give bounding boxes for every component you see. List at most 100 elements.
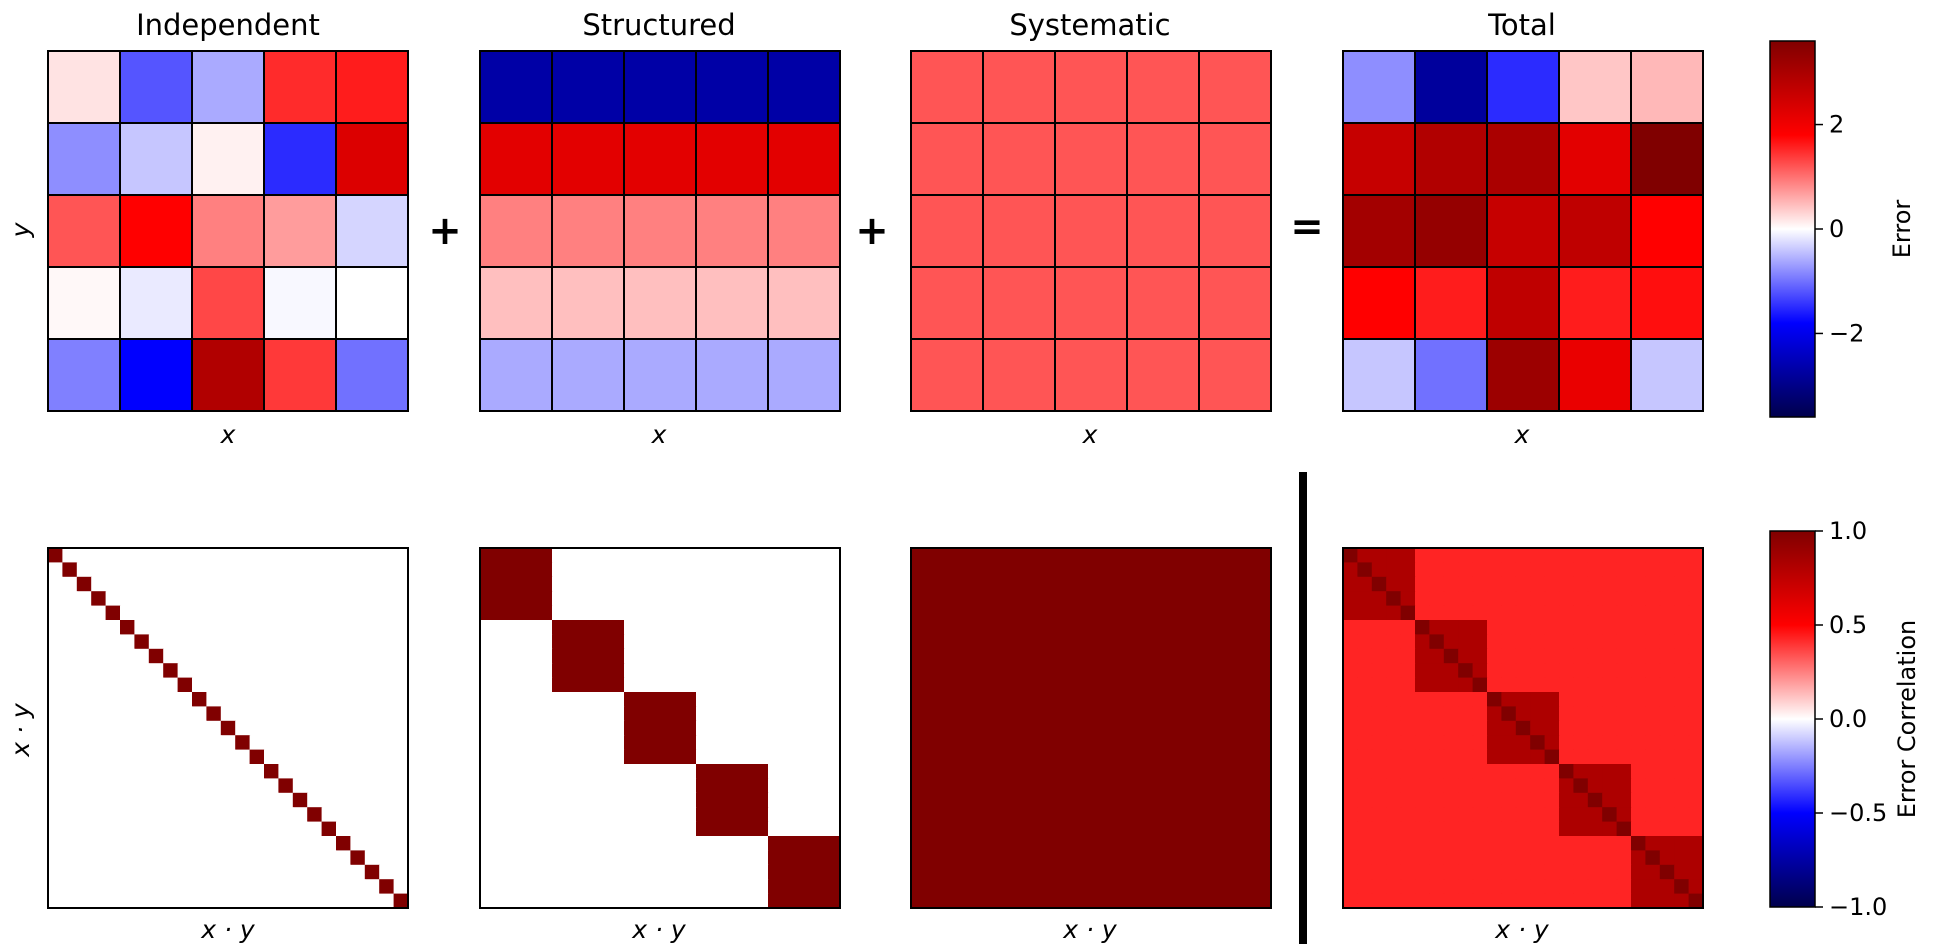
correlation-cell [91,879,107,895]
correlation-cell [566,821,582,837]
correlation-cell [1674,778,1690,794]
correlation-cell [537,778,553,794]
correlation-cell [1429,850,1445,866]
xlabel-independent-corr: x · y [200,915,256,944]
correlation-cell [997,576,1013,592]
correlation-cell [120,821,135,837]
correlation-cell [624,778,639,794]
correlation-cell [739,778,755,794]
correlation-cell [1343,620,1358,635]
correlation-cell [768,836,783,851]
correlation-cell [925,663,941,679]
correlation-cell [1530,576,1546,592]
correlation-cell [624,562,639,578]
correlation-cell [220,850,236,866]
correlation-cell [192,864,207,880]
correlation-cell [1098,893,1114,909]
correlation-cell [968,620,984,635]
correlation-cell [192,749,207,765]
correlation-cell [1616,749,1632,765]
correlation-cell [1674,720,1690,736]
correlation-cell [1587,620,1603,635]
correlation-cell [566,879,582,895]
correlation-cell [1587,778,1603,794]
correlation-cell [696,749,711,765]
correlation-cell [638,879,654,895]
correlation-cell [1026,792,1042,808]
equals-operator: = [1290,204,1324,250]
correlation-cell [1472,893,1488,909]
correlation-cell [321,778,337,794]
correlation-cell [609,648,625,664]
correlation-cell [1026,548,1042,563]
correlation-cell [696,548,711,563]
correlation-cell [911,764,926,779]
correlation-cell [954,634,970,650]
correlation-cell [1098,576,1114,592]
correlation-cell [1371,821,1387,837]
correlation-cell [811,879,827,895]
correlation-cell [552,692,567,707]
correlation-cell [911,605,926,621]
correlation-cell [796,850,812,866]
correlation-cell [796,605,812,621]
correlation-cell [1386,692,1402,707]
correlation-cell [1083,821,1099,837]
correlation-cell [552,778,567,794]
correlation-cell [235,591,251,607]
correlation-cell [292,720,308,736]
correlation-cell [652,620,668,635]
correlation-cell [1227,677,1243,693]
correlation-cell [1371,836,1387,851]
correlation-cell [120,692,135,707]
correlation-cell [192,605,207,621]
correlation-cell [796,764,812,779]
heatmap-cell [1486,50,1560,124]
heatmap-cell [263,338,337,412]
correlation-cell [638,720,654,736]
heatmap-cell [1126,266,1200,340]
correlation-cell [1199,836,1214,851]
correlation-cell [580,879,596,895]
correlation-cell [911,864,926,880]
correlation-cell [264,720,279,736]
correlation-cell [1501,778,1517,794]
correlation-cell [925,792,941,808]
correlation-cell [1587,720,1603,736]
correlation-cell [350,591,366,607]
correlation-cell [1040,620,1056,635]
correlation-cell [76,864,92,880]
correlation-cell [350,663,366,679]
correlation-cell [278,634,294,650]
correlation-cell [1645,836,1661,851]
correlation-cell [1443,836,1459,851]
correlation-cell [1587,850,1603,866]
correlation-cell [321,677,337,693]
correlation-cell [1026,720,1042,736]
correlation-cell [1371,634,1387,650]
correlation-cell [1472,807,1488,823]
correlation-cell [523,720,539,736]
correlation-cell [638,692,654,707]
correlation-cell [537,807,553,823]
correlation-cell [1242,591,1258,607]
correlation-cell [1256,620,1272,635]
correlation-cell [48,836,63,851]
correlation-cell [997,720,1013,736]
correlation-cell [120,879,135,895]
correlation-cell [1213,562,1229,578]
correlation-cell [1429,576,1445,592]
correlation-cell [710,749,726,765]
correlation-cell [739,821,755,837]
correlation-cell [91,605,107,621]
correlation-cell [552,792,567,808]
correlation-cell [1400,562,1416,578]
correlation-cell [1573,749,1589,765]
correlation-cell [1069,850,1085,866]
correlation-cell [739,807,755,823]
correlation-cell [1371,692,1387,707]
correlation-cell [1674,792,1690,808]
correlation-cell [1659,692,1675,707]
correlation-cell [177,764,193,779]
